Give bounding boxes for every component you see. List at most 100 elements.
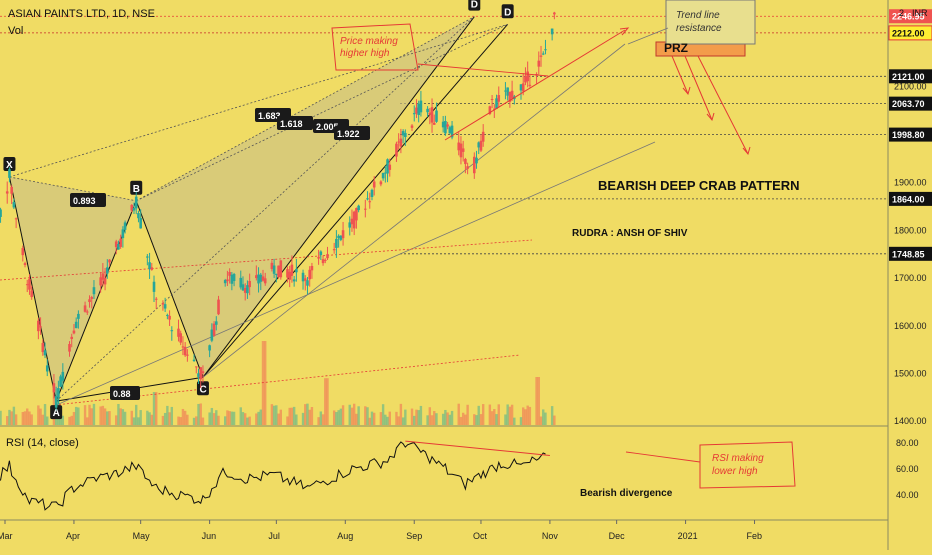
- volume-bar: [466, 404, 469, 425]
- price-tag: [888, 25, 932, 41]
- pattern-ratio-line: [55, 16, 475, 402]
- volume-bar: [264, 341, 267, 425]
- candle-body: [88, 299, 91, 303]
- ratio-label: 0.893: [73, 196, 96, 206]
- volume-bar: [337, 410, 340, 425]
- candle-body: [388, 164, 392, 170]
- volume-bar: [177, 416, 180, 425]
- candle-body: [270, 262, 274, 269]
- volume-bar: [386, 416, 389, 425]
- volume-bar: [88, 404, 91, 425]
- volume-bar: [415, 409, 418, 425]
- candle-body: [495, 98, 498, 109]
- pattern-point-label: D: [504, 7, 511, 18]
- volume-bar: [186, 414, 189, 425]
- pattern-triangle-bcd: [136, 16, 475, 378]
- candle-body: [444, 121, 447, 134]
- candle-body: [30, 290, 33, 298]
- price-note-line2: higher high: [340, 48, 390, 59]
- volume-bar: [228, 411, 231, 425]
- candle-body: [10, 186, 13, 194]
- volume-bar: [450, 410, 454, 425]
- candle-body: [261, 276, 265, 281]
- candle-body: [123, 222, 127, 230]
- volume-bar: [479, 414, 483, 425]
- rsi-note-line2: lower high: [712, 466, 758, 477]
- candle-body: [83, 305, 87, 312]
- price-tag: [889, 246, 932, 261]
- volume-bar: [433, 411, 436, 425]
- volume-bar: [341, 405, 345, 425]
- candle-body: [121, 229, 125, 239]
- volume-bar: [210, 407, 214, 425]
- volume-bar: [26, 408, 29, 425]
- volume-bar: [446, 412, 449, 425]
- volume-bar: [355, 413, 358, 425]
- volume-bar: [550, 406, 554, 425]
- price-tag: [889, 9, 932, 24]
- candle-body: [163, 304, 167, 309]
- volume-bar: [72, 411, 76, 425]
- volume-bar: [101, 405, 105, 425]
- price-tag-label: 2212.00: [892, 28, 925, 38]
- candle-body: [506, 87, 509, 96]
- volume-bar: [519, 417, 523, 425]
- volume-bar: [28, 411, 31, 425]
- candle-body: [201, 371, 205, 373]
- candle-body: [355, 208, 358, 221]
- volume-bar: [464, 414, 467, 425]
- candle-body: [417, 103, 420, 115]
- volume-bar: [212, 413, 216, 425]
- price-tag: [889, 96, 932, 111]
- pattern-leg: [135, 200, 204, 378]
- volume-bar: [192, 417, 196, 425]
- volume-bar: [381, 404, 385, 425]
- ratio-label: 1.922: [337, 129, 360, 139]
- candle-body: [59, 376, 62, 387]
- volume-bar: [139, 410, 142, 425]
- pattern-label: BEARISH DEEP CRAB PATTERN: [598, 178, 800, 193]
- volume-bar: [379, 412, 383, 425]
- volume-bar: [115, 415, 118, 425]
- volume-bar: [146, 410, 149, 425]
- candle-body: [481, 131, 485, 142]
- candle-body: [92, 287, 96, 295]
- volume-bar: [510, 404, 514, 425]
- volume-bar: [135, 404, 138, 425]
- candle-body: [372, 181, 376, 188]
- volume-bar: [524, 409, 527, 425]
- volume-bar: [41, 414, 45, 425]
- chart-symbol-title: ASIAN PAINTS LTD, 1D, NSE: [8, 8, 155, 20]
- rsi-line: [0, 441, 546, 511]
- volume-bar: [163, 412, 167, 425]
- candle-body: [490, 99, 494, 101]
- volume-bar: [86, 417, 89, 425]
- volume-bar: [30, 414, 33, 425]
- trend-note-line2: resistance: [676, 23, 722, 34]
- volume-bar: [317, 417, 320, 425]
- candle-body: [223, 280, 227, 284]
- volume-bar: [21, 412, 24, 425]
- candle-body: [337, 235, 340, 239]
- ratio-label: 1.683: [258, 111, 281, 121]
- volume-bar: [77, 407, 80, 425]
- ratio-label: 1.618: [280, 119, 303, 129]
- price-tag-label: 2063.70: [892, 99, 925, 109]
- candle-body: [397, 141, 400, 143]
- candle-body: [217, 299, 220, 315]
- pattern-point-tag: [50, 405, 63, 420]
- candle-body: [352, 211, 356, 229]
- price-tick-label: 2100.00: [894, 81, 927, 91]
- volume-bar: [121, 409, 125, 425]
- candle-body: [528, 84, 532, 86]
- volume-bar: [457, 403, 460, 425]
- candle-body: [493, 108, 496, 110]
- candle-body: [146, 256, 149, 258]
- volume-bar: [92, 403, 96, 425]
- rsi-title: RSI (14, close): [6, 437, 79, 449]
- volume-bar: [232, 411, 236, 425]
- volume-bar: [279, 409, 282, 425]
- volume-bar: [504, 414, 507, 425]
